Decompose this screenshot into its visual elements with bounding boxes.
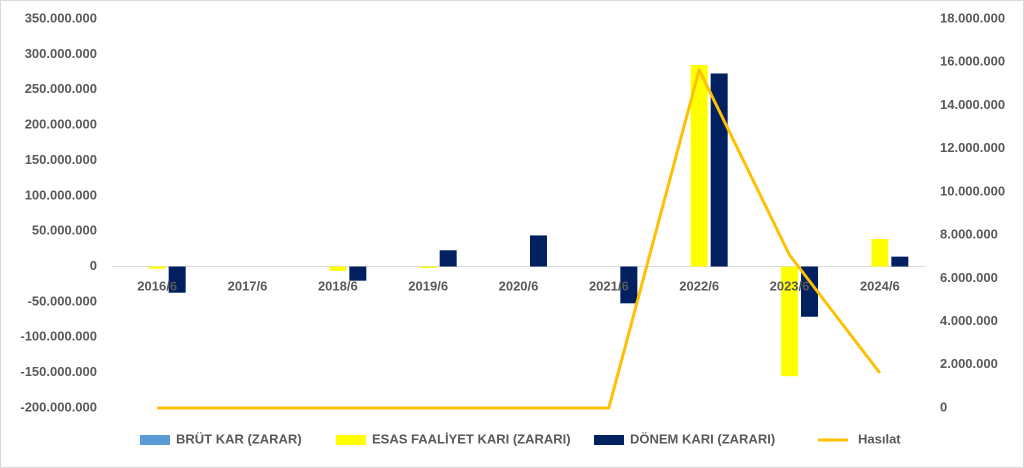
x-tick-label: 2022/6 xyxy=(679,278,719,293)
y-tick-label: 100.000.000 xyxy=(25,187,97,202)
y2-tick-label: 8.000.000 xyxy=(940,227,998,242)
y-tick-label: 200.000.000 xyxy=(25,117,97,132)
bar xyxy=(168,266,186,293)
y-tick-label: 50.000.000 xyxy=(32,223,97,238)
bar xyxy=(419,266,437,268)
y2-tick-label: 10.000.000 xyxy=(940,183,1005,198)
legend-swatch xyxy=(594,435,624,445)
bar xyxy=(781,266,798,377)
bar xyxy=(329,266,347,271)
y-tick-label: -200.000.000 xyxy=(20,399,97,414)
y2-tick-label: 12.000.000 xyxy=(940,140,1005,155)
x-tick-label: 2021/6 xyxy=(589,278,629,293)
y2-tick-label: 2.000.000 xyxy=(940,356,998,371)
bar xyxy=(349,266,367,281)
legend-label: DÖNEM KARI (ZARARI) xyxy=(630,431,775,446)
bar xyxy=(891,256,909,267)
legend-label: BRÜT KAR (ZARAR) xyxy=(176,431,302,446)
y-tick-label: 250.000.000 xyxy=(25,81,97,96)
x-tick-label: 2023/6 xyxy=(770,278,810,293)
y-tick-label: -150.000.000 xyxy=(20,364,97,379)
x-tick-label: 2017/6 xyxy=(228,278,268,293)
bar xyxy=(801,266,818,317)
bar xyxy=(620,266,638,304)
y2-tick-label: 14.000.000 xyxy=(940,97,1005,112)
x-tick-label: 2016/6 xyxy=(137,278,177,293)
y2-tick-label: 4.000.000 xyxy=(940,313,998,328)
bar xyxy=(439,250,457,267)
x-tick-label: 2024/6 xyxy=(860,278,900,293)
y2-tick-label: 6.000.000 xyxy=(940,270,998,285)
x-tick-label: 2020/6 xyxy=(499,278,539,293)
bar xyxy=(148,266,166,269)
y2-tick-label: 16.000.000 xyxy=(940,54,1005,69)
legend-label: Hasılat xyxy=(858,431,901,446)
y-tick-label: -50.000.000 xyxy=(28,293,97,308)
y2-tick-label: 18.000.000 xyxy=(940,10,1005,25)
legend-swatch xyxy=(336,435,366,445)
x-tick-label: 2019/6 xyxy=(408,278,448,293)
y-tick-label: 350.000.000 xyxy=(25,10,97,25)
bar xyxy=(530,235,547,267)
y2-tick-label: 0 xyxy=(940,399,947,414)
y-tick-label: -100.000.000 xyxy=(20,329,97,344)
bar xyxy=(710,73,728,267)
y-tick-label: 0 xyxy=(90,258,97,273)
bar xyxy=(871,238,889,267)
legend-swatch xyxy=(140,435,170,445)
legend-label: ESAS FAALİYET KARI (ZARARI) xyxy=(372,431,571,446)
bar xyxy=(690,64,708,267)
x-tick-label: 2018/6 xyxy=(318,278,358,293)
line xyxy=(157,68,882,410)
y-tick-label: 300.000.000 xyxy=(25,46,97,61)
y-tick-label: 150.000.000 xyxy=(25,152,97,167)
